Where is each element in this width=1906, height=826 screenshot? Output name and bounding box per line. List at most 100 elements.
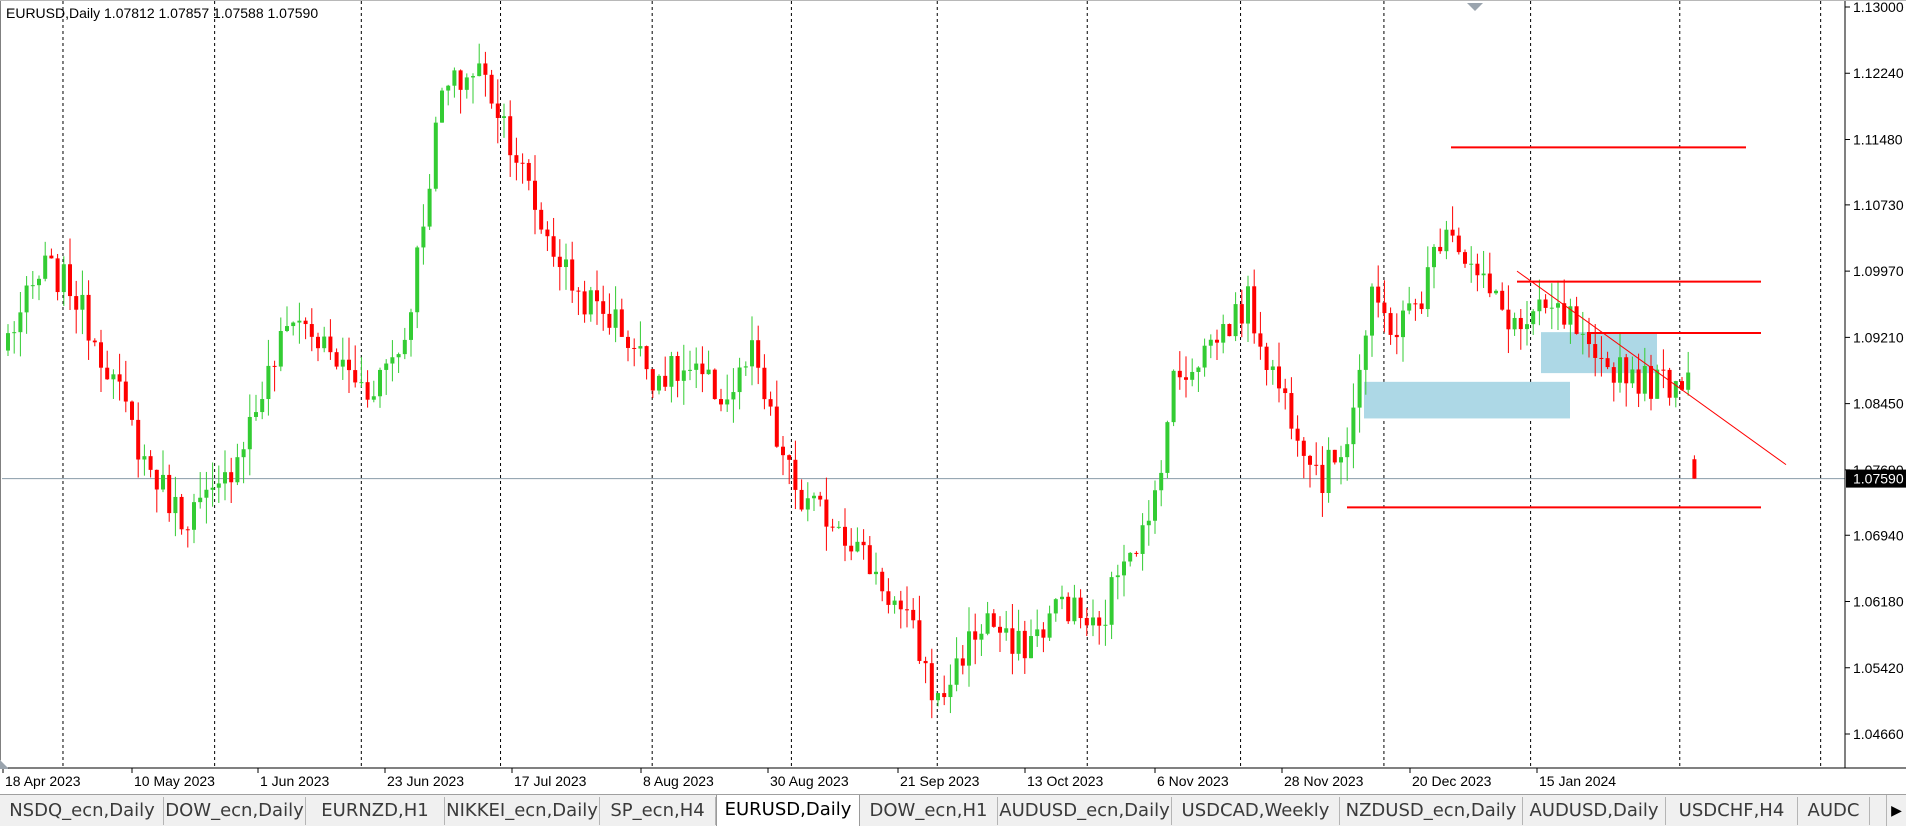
candle: [328, 319, 333, 360]
tab-sp-ecn-h4[interactable]: SP_ecn,H4: [600, 797, 716, 825]
tab-audc[interactable]: AUDC: [1798, 797, 1870, 825]
candle: [446, 84, 451, 106]
candle: [1618, 333, 1622, 393]
candle: [1314, 442, 1319, 476]
candle: [1146, 500, 1151, 546]
candle: [1140, 513, 1145, 571]
candle: [1667, 367, 1672, 406]
candle: [669, 351, 674, 403]
grid-layer: [62, 1, 1822, 768]
candle: [1128, 552, 1133, 567]
tab-usdcad-weekly[interactable]: USDCAD,Weekly: [1172, 797, 1340, 825]
candle: [1475, 253, 1480, 292]
candle: [588, 286, 593, 322]
candle: [1134, 551, 1139, 557]
candle: [1190, 358, 1195, 387]
candle: [241, 441, 246, 484]
chart-tab-bar: NSDQ_ecn,Daily DOW_ecn,Daily EURNZD,H1 NIKK…: [0, 794, 1906, 826]
candle: [1221, 314, 1226, 354]
tab-eurusd-daily[interactable]: EURUSD,Daily: [716, 795, 860, 826]
candle: [1283, 378, 1288, 410]
tab-dow-ecn-h1[interactable]: DOW_ecn,H1: [860, 797, 998, 825]
candle: [1196, 366, 1201, 392]
candle: [322, 326, 327, 353]
candle: [799, 479, 804, 512]
candles-layer: [6, 43, 1697, 719]
candle: [843, 508, 847, 562]
candle: [340, 337, 345, 380]
candle: [1233, 292, 1238, 342]
candle: [1506, 285, 1511, 354]
chevron-right-icon[interactable]: ▶: [1886, 795, 1906, 826]
candle: [1642, 347, 1647, 402]
candle: [6, 324, 10, 357]
x-tick-label: 30 Aug 2023: [770, 773, 849, 789]
candle: [1531, 309, 1536, 335]
candle: [61, 256, 66, 306]
candle: [991, 609, 996, 628]
x-tick-label: 13 Oct 2023: [1027, 773, 1103, 789]
candle: [117, 353, 122, 401]
tab-audusd-daily[interactable]: AUDUSD,Daily: [1523, 797, 1666, 825]
candle: [824, 477, 829, 551]
candle: [1035, 609, 1040, 647]
candle: [278, 317, 283, 372]
tab-audusd-ecn-daily[interactable]: AUDUSD_ecn,Daily: [998, 797, 1172, 825]
candle: [960, 645, 965, 675]
candle: [1388, 307, 1393, 345]
candle: [1171, 369, 1176, 427]
tab-dow-ecn-daily[interactable]: DOW_ecn,Daily: [164, 797, 306, 825]
candle: [1308, 454, 1312, 488]
candle: [929, 648, 934, 719]
candle: [291, 321, 296, 336]
candle: [1413, 298, 1418, 321]
candle: [570, 241, 575, 303]
price-chart[interactable]: 1.13000 1.12240 1.11480 1.10730 1.09970 1.092…: [0, 1, 1906, 795]
candle: [24, 276, 29, 334]
zone-rectangle: [1541, 332, 1657, 374]
candle: [1202, 338, 1207, 377]
candle: [762, 354, 767, 410]
candle: [1630, 356, 1635, 388]
tab-nsdq-ecn-daily[interactable]: NSDQ_ecn,Daily: [1, 797, 164, 825]
candle: [855, 527, 860, 553]
candle: [1326, 437, 1331, 503]
candle: [1574, 296, 1579, 335]
candle: [750, 316, 754, 386]
tab-nikkei-ecn-daily[interactable]: NIKKEI_ecn,Daily: [445, 797, 600, 825]
candle: [1370, 283, 1374, 357]
candle: [905, 586, 909, 628]
candle: [1047, 605, 1052, 641]
candle: [365, 370, 370, 408]
candle: [384, 359, 389, 395]
candle: [86, 280, 91, 360]
candle: [756, 325, 761, 385]
chart-window[interactable]: 1.13000 1.12240 1.11480 1.10730 1.09970 1.092…: [0, 0, 1906, 794]
tab-usdchf-h4[interactable]: USDCHF,H4: [1666, 797, 1798, 825]
candle: [1029, 619, 1033, 659]
candle: [743, 361, 748, 376]
candle: [719, 388, 723, 412]
candle: [805, 482, 810, 522]
candle: [489, 69, 494, 109]
candle: [1419, 291, 1424, 314]
candle: [229, 457, 234, 504]
candle: [43, 241, 48, 282]
candle: [334, 348, 339, 370]
x-tick-label: 17 Jul 2023: [514, 773, 587, 789]
candle: [551, 217, 556, 267]
candle: [985, 601, 990, 636]
chart-shift-marker-icon[interactable]: [1467, 3, 1483, 11]
candle: [892, 596, 897, 614]
scale-fix-marker-icon[interactable]: [0, 760, 9, 769]
tab-nzdusd-ecn-daily[interactable]: NZDUSD_ecn,Daily: [1340, 797, 1523, 825]
candle: [917, 595, 922, 664]
candle: [1624, 353, 1629, 407]
y-tick-label: 1.13000: [1853, 1, 1904, 15]
candle: [787, 454, 792, 485]
candle: [1556, 280, 1560, 331]
candle: [285, 306, 289, 333]
candle: [954, 637, 959, 692]
candle: [712, 368, 717, 400]
tab-eurnzd-h1[interactable]: EURNZD,H1: [306, 797, 445, 825]
